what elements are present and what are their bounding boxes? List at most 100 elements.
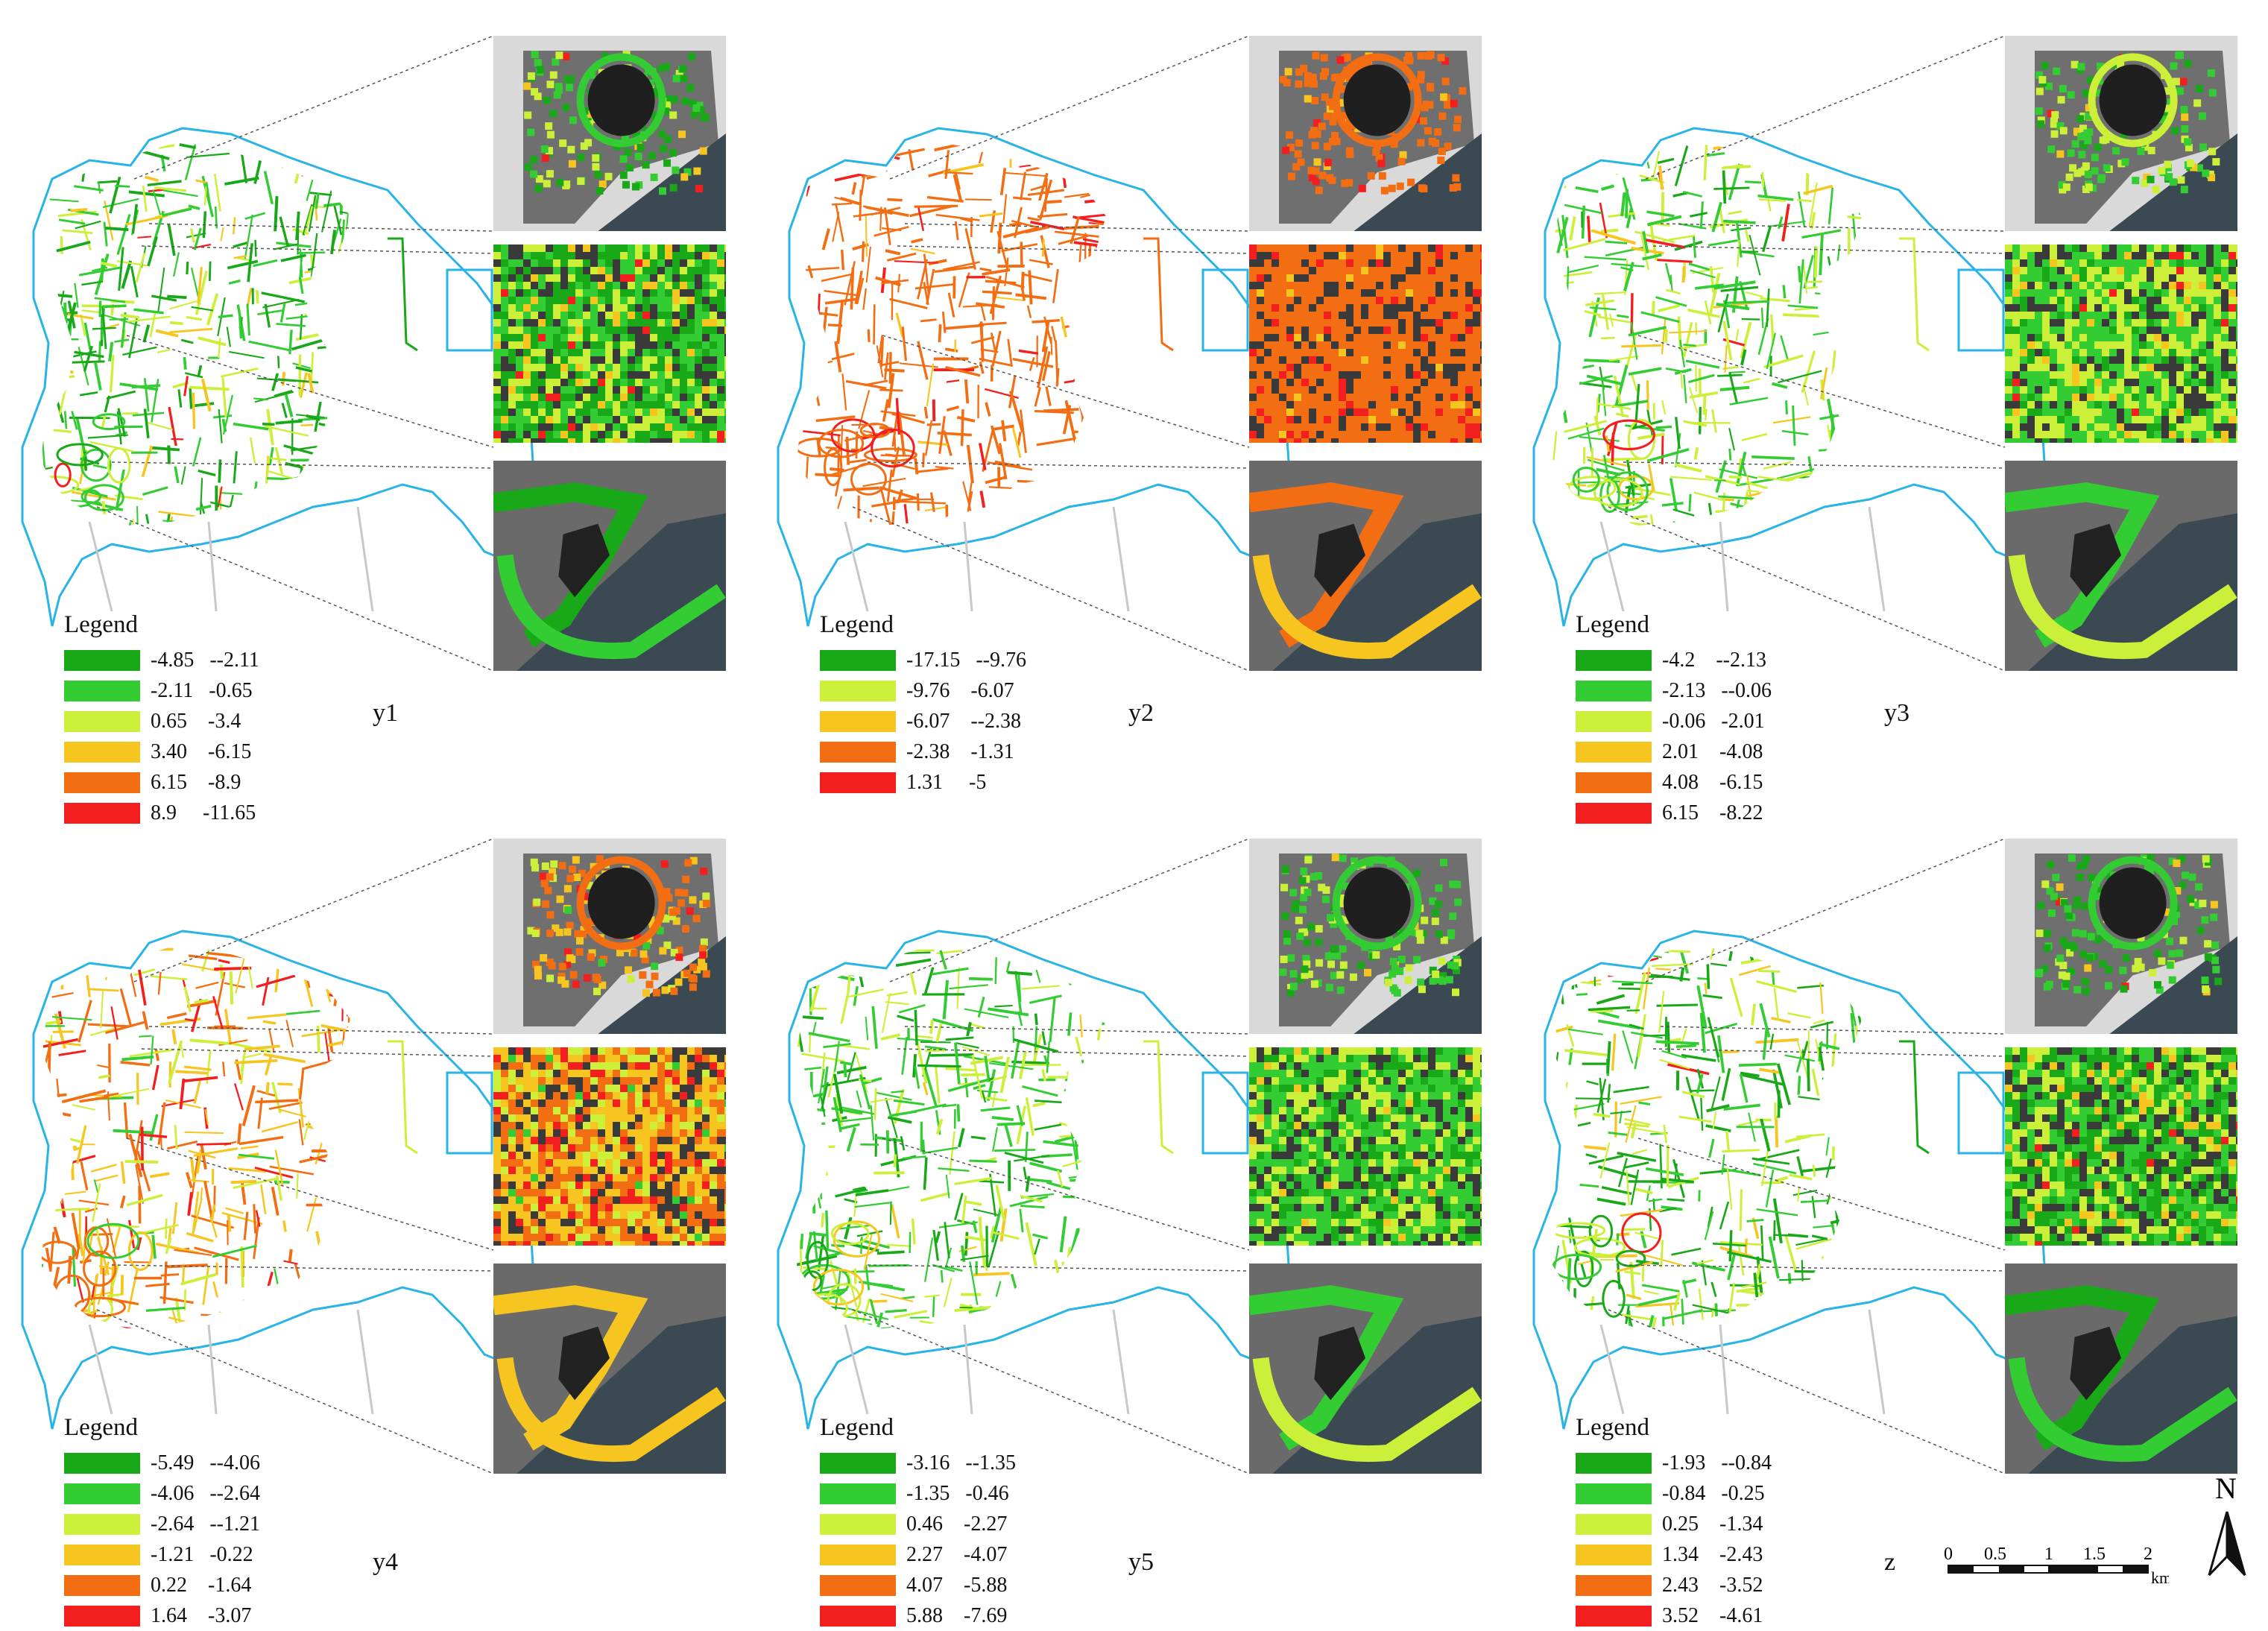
road-segment [1741, 1075, 1784, 1085]
road-segment [329, 1133, 352, 1138]
road-segment [1111, 133, 1153, 145]
road-segment [72, 1105, 95, 1110]
road-segment [1073, 283, 1093, 287]
legend-swatch [64, 681, 140, 701]
bridge-line [1601, 1325, 1623, 1414]
bridge-line [964, 522, 972, 611]
road-segment [221, 368, 258, 376]
road-segment [891, 1091, 903, 1093]
road-segment [1560, 272, 1592, 277]
road-segment [1806, 287, 1818, 288]
road-segment [1706, 1126, 1731, 1131]
road-segment [1078, 1287, 1116, 1290]
road-segment [45, 294, 72, 297]
road-segment [198, 338, 226, 344]
road-segment [920, 320, 937, 321]
road-segment [81, 1161, 87, 1190]
road-segment [1637, 1330, 1680, 1342]
road-segment [166, 1219, 167, 1239]
road-segment [247, 1015, 286, 1018]
road-segment [1006, 505, 1042, 507]
road-segment [1552, 946, 1585, 948]
road-segment [60, 370, 69, 414]
road-segment [284, 1220, 285, 1231]
road-segment [1723, 512, 1724, 537]
bridge-line [1601, 522, 1623, 611]
road-segment [887, 200, 902, 201]
road-segment [110, 1089, 149, 1097]
road-segment [1832, 139, 1871, 148]
road-segment [1626, 950, 1662, 957]
road-segment [806, 517, 807, 562]
road-segment [916, 1036, 932, 1038]
road-segment [1033, 1034, 1041, 1064]
road-segment [1035, 411, 1074, 412]
inset-map-central [1249, 245, 1482, 443]
road-segment [1101, 1232, 1104, 1276]
road-segment [1773, 417, 1810, 423]
road-segment [1606, 1331, 1638, 1332]
road-segment [1779, 1279, 1815, 1281]
road-segment [1063, 1262, 1069, 1290]
road-segment [162, 520, 185, 522]
road-segment [341, 1098, 347, 1118]
road-segment [1730, 944, 1733, 961]
legend-swatch [820, 772, 896, 793]
road-segment [901, 1297, 915, 1299]
zoom-guide-line [1638, 335, 2005, 447]
road-segment [1605, 523, 1609, 538]
road-segment [1739, 1064, 1777, 1065]
road-loop [108, 448, 129, 482]
road-segment [1768, 1305, 1802, 1310]
road-segment [822, 1213, 824, 1228]
legend-range: 2.43 -3.52 [1662, 1574, 1763, 1597]
outlying-road [1899, 239, 1929, 350]
road-segment [1099, 1170, 1113, 1172]
road-segment [866, 216, 867, 257]
road-segment [184, 1067, 211, 1070]
road-segment [1088, 288, 1112, 289]
road-segment [1798, 1097, 1820, 1100]
road-segment [1816, 511, 1849, 512]
road-segment [317, 1087, 320, 1108]
road-segment [351, 1031, 371, 1037]
road-segment [185, 987, 190, 1012]
road-segment [241, 1056, 244, 1084]
road-segment [41, 950, 66, 953]
road-segment [1866, 1236, 1871, 1267]
legend-swatch [64, 1514, 140, 1535]
road-segment [324, 1242, 353, 1243]
road-segment [962, 1196, 966, 1225]
legend-swatch [820, 1483, 896, 1504]
road-segment [1760, 1003, 1769, 1037]
road-segment [793, 1082, 795, 1111]
road-segment [866, 1265, 869, 1290]
road-segment [1850, 192, 1876, 198]
road-segment [169, 407, 176, 446]
scale-bar: 0 0.5 1 1.5 2 km [1938, 1537, 2169, 1597]
road-segment [1088, 315, 1093, 345]
road-segment [1820, 235, 1822, 275]
road-segment [848, 1127, 855, 1151]
road-segment [1723, 221, 1755, 223]
road-segment [1689, 264, 1710, 270]
road-segment [182, 964, 218, 971]
road-segment [966, 1232, 967, 1256]
road-segment [1550, 510, 1551, 547]
road-segment [1064, 1090, 1077, 1094]
road-segment [1701, 1098, 1702, 1131]
road-segment [1046, 201, 1062, 202]
road-segment [265, 171, 272, 204]
road-segment [327, 1323, 351, 1325]
road-segment [1753, 1164, 1796, 1173]
legend-item: -17.15 --9.76 [820, 645, 1026, 675]
road-segment [1029, 1179, 1052, 1182]
road-segment [1564, 239, 1605, 250]
road-segment [1833, 1111, 1840, 1148]
road-segment [1737, 240, 1739, 267]
road-loop [1603, 1281, 1624, 1316]
road-segment [142, 488, 168, 495]
road-segment [925, 407, 926, 419]
road-segment [78, 1278, 83, 1302]
road-segment [1101, 318, 1105, 355]
